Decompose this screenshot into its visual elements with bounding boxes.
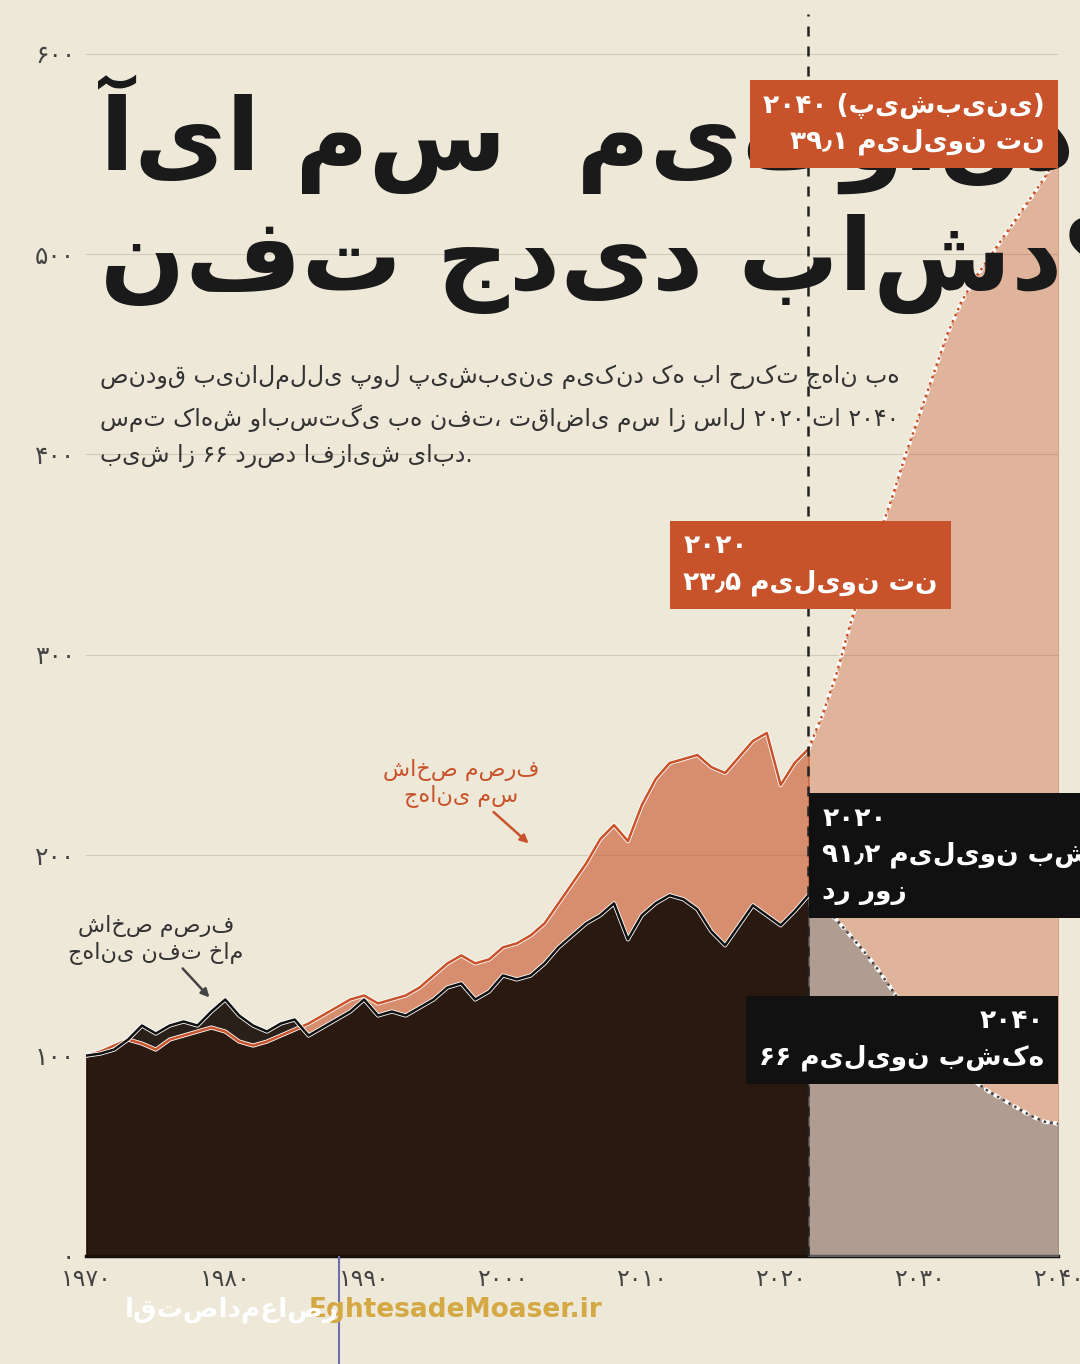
Text: آیا مس  می‌تواند: آیا مس می‌تواند — [100, 74, 1075, 194]
Text: اقتصادمعاصر: اقتصادمعاصر — [125, 1297, 339, 1323]
Text: ۲۰۲۰
۲۳٫۵ میلیون تن: ۲۰۲۰ ۲۳٫۵ میلیون تن — [684, 533, 939, 596]
Text: نفت جدید باشد؟: نفت جدید باشد؟ — [100, 214, 1080, 314]
Text: شاخص مصرف
جهانی مس: شاخص مصرف جهانی مس — [383, 758, 540, 842]
Text: بیش از ۶۶ درصد افزایش یابد.: بیش از ۶۶ درصد افزایش یابد. — [100, 445, 473, 468]
Text: ۲۰۴۰ (پیش‌بینی)
۳۹٫۱ میلیون تن: ۲۰۴۰ (پیش‌بینی) ۳۹٫۱ میلیون تن — [762, 93, 1044, 155]
Text: ۲۰۴۰
۶۶ میلیون بشکه: ۲۰۴۰ ۶۶ میلیون بشکه — [759, 1008, 1044, 1071]
Text: شاخص مصرف
جهانی نفت خام: شاخص مصرف جهانی نفت خام — [68, 915, 243, 996]
Text: EghtesadeMoaser.ir: EghtesadeMoaser.ir — [309, 1297, 603, 1323]
Text: سمت کاهش وابستگی به نفت، تقاضای مس از سال ۲۰۲۰ تا ۲۰۴۰: سمت کاهش وابستگی به نفت، تقاضای مس از سا… — [100, 404, 900, 432]
Text: ۲۰۲۰
۹۱٫۲ میلیون بشکه
در روز: ۲۰۲۰ ۹۱٫۲ میلیون بشکه در روز — [822, 806, 1080, 904]
Text: صندوق بین‌المللی پول پیش‌بینی می‌کند که با حرکت جهان به: صندوق بین‌المللی پول پیش‌بینی می‌کند که … — [100, 364, 900, 389]
